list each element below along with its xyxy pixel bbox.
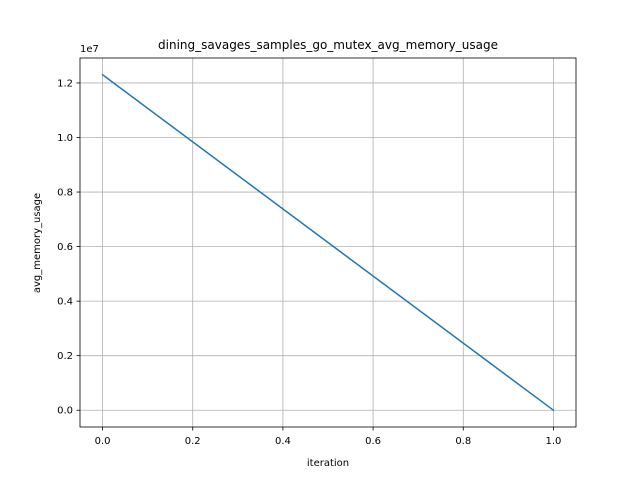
x-tick-label: 1.0 [546, 436, 562, 447]
x-tick-label: 0.4 [275, 436, 291, 447]
y-tick-label: 1.2 [57, 78, 73, 89]
chart-title: dining_savages_samples_go_mutex_avg_memo… [158, 38, 498, 52]
x-axis-label: iteration [307, 458, 349, 469]
y-tick-label: 0.2 [57, 351, 73, 362]
x-tick-label: 0.2 [185, 436, 201, 447]
y-tick-label: 0.6 [57, 242, 73, 253]
series-line-0 [101, 73, 555, 412]
x-tick-label: 0.8 [455, 436, 471, 447]
y-axis-label: avg_memory_usage [32, 193, 43, 293]
grid [80, 58, 576, 427]
x-tick-label: 0.0 [95, 436, 111, 447]
y-tick-label: 0.8 [57, 188, 73, 199]
y-tick-label: 0.0 [57, 406, 73, 417]
y-axis-offset-label: 1e7 [80, 44, 99, 55]
y-tick-label: 0.4 [57, 297, 73, 308]
x-tick-label: 0.6 [365, 436, 381, 447]
plot-frame [79, 57, 577, 428]
y-axis-ticks: 0.0 0.2 0.4 0.6 0.8 1.0 1.2 [57, 78, 80, 417]
y-tick-label: 1.0 [57, 133, 73, 144]
x-axis-ticks: 0.0 0.2 0.4 0.6 0.8 1.0 [95, 427, 562, 447]
series-layer [101, 73, 555, 412]
